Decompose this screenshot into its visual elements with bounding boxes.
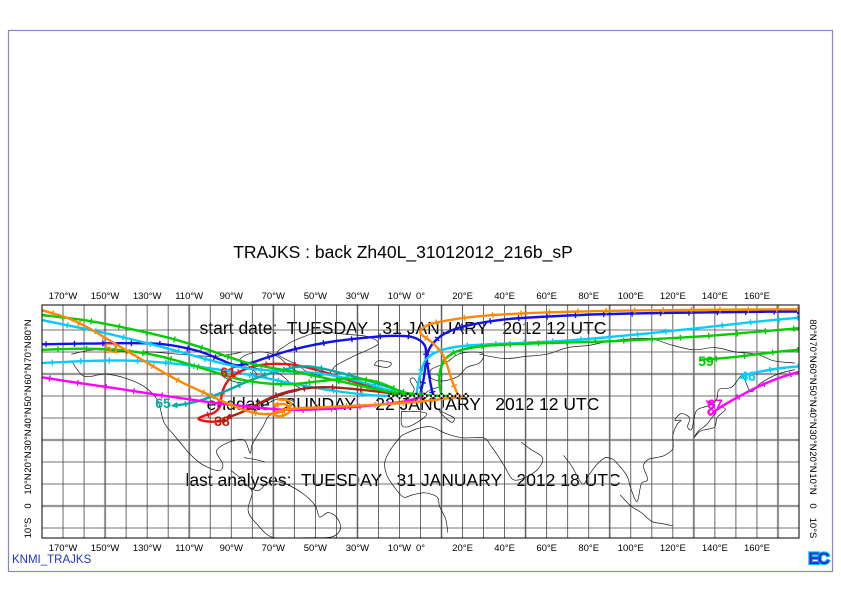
outer-frame bbox=[7, 29, 834, 573]
axis-label-bottom: 170°W bbox=[49, 543, 78, 554]
axis-label-left: 20°N bbox=[23, 451, 34, 472]
axis-label-left: 10°N bbox=[23, 473, 34, 494]
trajectory-arrowhead bbox=[705, 400, 713, 407]
axis-label-left: 0 bbox=[23, 503, 34, 508]
axis-label-right: 10°N bbox=[807, 473, 818, 494]
axis-label-top: 10°W bbox=[388, 291, 411, 302]
axis-label-top: 60°E bbox=[536, 291, 557, 302]
axis-label-right: 50°N bbox=[807, 385, 818, 406]
axis-label-right: 60°N bbox=[807, 363, 818, 384]
axis-label-right: 70°N bbox=[807, 341, 818, 362]
axis-label-bottom: 150°W bbox=[91, 543, 120, 554]
trajectory-blue bbox=[42, 334, 428, 395]
axis-label-top: 20°E bbox=[452, 291, 473, 302]
axis-label-right: 10°S bbox=[807, 518, 818, 539]
axis-label-bottom: 160°E bbox=[744, 543, 770, 554]
axis-label-bottom: 140°E bbox=[702, 543, 728, 554]
trajectory-cyan-east bbox=[744, 365, 799, 377]
trajectory-arrowhead bbox=[170, 402, 178, 408]
axis-label-top: 160°E bbox=[744, 291, 770, 302]
axis-label-top: 100°E bbox=[618, 291, 644, 302]
trajectories bbox=[42, 306, 799, 425]
axis-label-top: 170°W bbox=[49, 291, 78, 302]
trajectory-label-67: 67 bbox=[707, 396, 723, 412]
axis-labels: 170°W 170°W 150°W 150°W 130°W 130°W 110°W 110°W… bbox=[23, 291, 818, 554]
trajectory-arrowhead bbox=[221, 417, 229, 424]
ecmwf-logo: EC bbox=[808, 549, 829, 568]
axis-label-bottom: 110°W bbox=[175, 543, 203, 554]
trajectory-label-46: 46 bbox=[740, 368, 756, 384]
axis-label-left: 10°S bbox=[23, 518, 34, 539]
axis-label-left: 60°N bbox=[23, 363, 34, 384]
axis-label-bottom: 100°E bbox=[618, 543, 644, 554]
trajectory-arrowhead bbox=[739, 371, 747, 378]
trajectory-orange-atlantic bbox=[272, 394, 467, 418]
trajectory-label-59: 59 bbox=[698, 353, 714, 369]
start-markers bbox=[387, 392, 470, 400]
trajectory-ticks-orange-atlantic bbox=[270, 393, 467, 420]
axis-label-left: 30°N bbox=[23, 429, 34, 450]
axis-label-top: 30°W bbox=[346, 291, 369, 302]
axis-label-top: 90°W bbox=[220, 291, 243, 302]
trajectory-ticks-blue bbox=[423, 308, 799, 397]
axis-label-bottom: 120°E bbox=[660, 543, 686, 554]
axis-label-bottom: 40°E bbox=[494, 543, 515, 554]
axis-label-bottom: 60°E bbox=[536, 543, 557, 554]
trajectory-green-east bbox=[700, 348, 799, 361]
trajectory-label-38: 38 bbox=[214, 413, 230, 429]
trajectory-arrowhead bbox=[796, 306, 799, 313]
axis-label-right: 80°N bbox=[807, 319, 818, 340]
axis-label-bottom: 20°E bbox=[452, 543, 473, 554]
axis-label-right: 40°N bbox=[807, 407, 818, 428]
axis-label-bottom: 0° bbox=[416, 543, 425, 554]
map-border bbox=[41, 304, 800, 539]
axis-label-top: 140°E bbox=[702, 291, 728, 302]
trajectory-cyan-polar bbox=[42, 318, 402, 396]
trajectory-label-65: 65 bbox=[155, 395, 171, 411]
trajectory-green-polar bbox=[42, 313, 413, 397]
axis-label-left: 40°N bbox=[23, 407, 34, 428]
axis-label-top: 150°W bbox=[91, 291, 120, 302]
trajectory-arrowhead bbox=[796, 346, 799, 353]
trajectory-green-east bbox=[42, 347, 450, 398]
axis-label-top: 40°E bbox=[494, 291, 515, 302]
axis-label-bottom: 50°W bbox=[304, 543, 327, 554]
trajectory-label-51: 51 bbox=[104, 340, 120, 356]
axis-label-bottom: 70°W bbox=[262, 543, 285, 554]
axis-label-bottom: 130°W bbox=[133, 543, 162, 554]
axis-label-top: 0° bbox=[416, 291, 425, 302]
axis-label-right: 0 bbox=[807, 503, 818, 508]
start-date-line: start date: TUESDAY 31 JANUARY 2012 12 U… bbox=[199, 318, 607, 339]
plot-title: TRAJKS : back Zh40L_31012012_216b_sP bbox=[233, 241, 573, 262]
axis-label-top: 50°W bbox=[304, 291, 327, 302]
axis-label-top: 70°W bbox=[262, 291, 285, 302]
axis-label-top: 110°W bbox=[175, 291, 203, 302]
axis-label-bottom: 90°W bbox=[220, 543, 243, 554]
trajectory-dark-red bbox=[228, 385, 409, 419]
axis-label-bottom: 80°E bbox=[578, 543, 599, 554]
axis-label-top: 130°W bbox=[133, 291, 162, 302]
axis-label-top: 80°E bbox=[578, 291, 599, 302]
trajectory-label-61: 61 bbox=[220, 364, 236, 380]
axis-label-left: 50°N bbox=[23, 385, 34, 406]
trajectory-green-polar bbox=[438, 327, 799, 397]
trajectory-arrowhead bbox=[271, 401, 279, 408]
axis-label-bottom: 10°W bbox=[388, 543, 411, 554]
axis-label-right: 30°N bbox=[807, 429, 818, 450]
trajectory-ticks-teal bbox=[175, 363, 418, 409]
axis-label-bottom: 30°W bbox=[346, 543, 369, 554]
trajectory-arrowhead bbox=[796, 314, 799, 321]
trajectory-ticks-green-east bbox=[42, 345, 451, 399]
axis-label-left: 80°N bbox=[23, 319, 34, 340]
axis-label-top: 120°E bbox=[660, 291, 686, 302]
product-id-text: KNMI_TRAJKS bbox=[12, 554, 92, 566]
axis-label-right: 20°N bbox=[807, 451, 818, 472]
trajectory-orange-polar bbox=[419, 308, 799, 397]
trajectory-ticks-green-polar bbox=[436, 325, 799, 397]
trajectory-arrowhead bbox=[224, 413, 233, 420]
trajectory-magenta bbox=[707, 370, 799, 416]
axis-label-left: 70°N bbox=[23, 341, 34, 362]
